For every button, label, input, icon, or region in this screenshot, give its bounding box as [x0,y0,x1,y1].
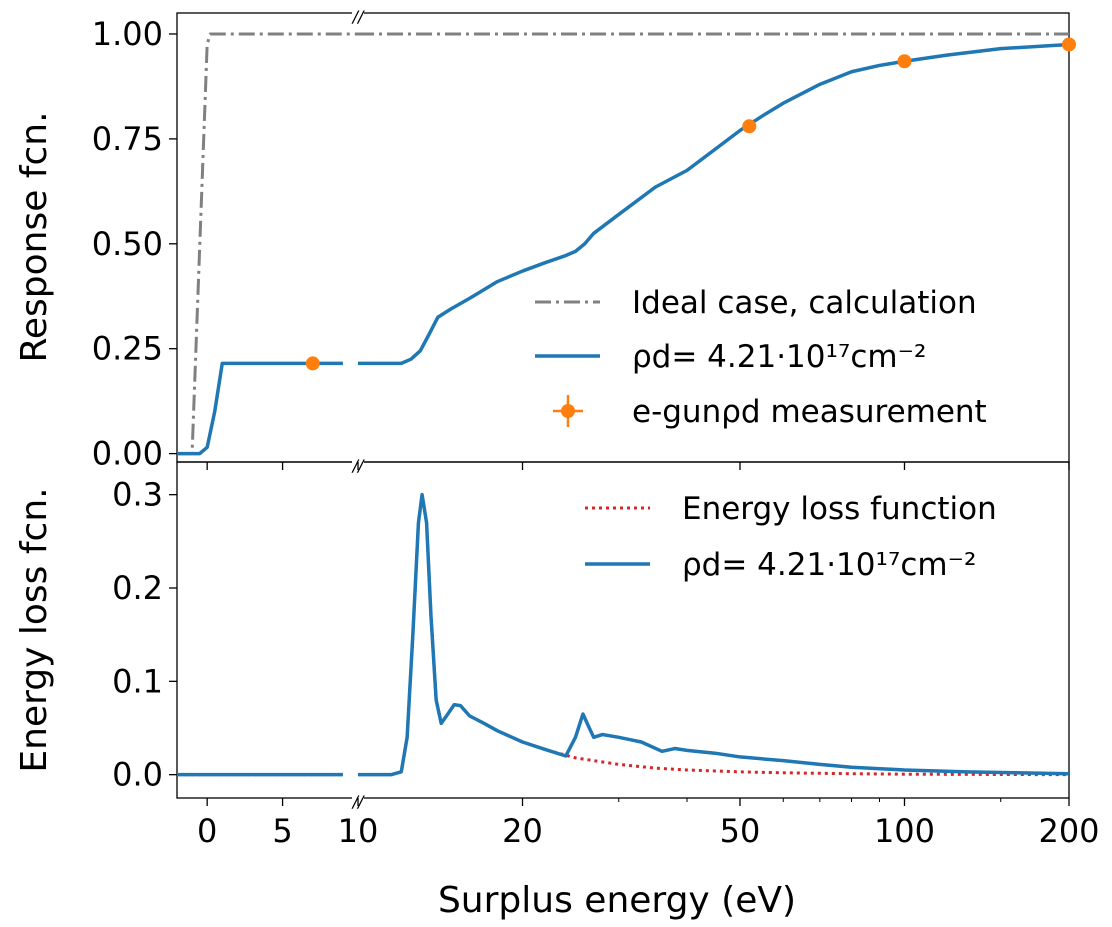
y-tick-label: 1.00 [92,15,163,53]
series-layer [177,32,1076,777]
legend-marker-egun [561,404,575,418]
x-tick-label: 50 [720,812,761,850]
x-tick-label: 20 [502,812,543,850]
bottom-legend: Energy loss function ρd= 4.21·10¹⁷cm⁻² [585,491,997,583]
break-gap-top [352,8,364,18]
y-tick-label: 0.00 [92,435,163,473]
series-line-d-4-21-10-17-cm-2 [358,492,1070,777]
x-tick-label: 0 [197,812,217,850]
data-point [1062,37,1076,52]
top-legend: Ideal case, calculation ρd= 4.21·10¹⁷cm⁻… [535,285,987,430]
x-tick-label: 200 [1038,812,1099,850]
y-tick-label: 0.1 [112,662,163,700]
x-tick-label: 100 [874,812,935,850]
legend-label-rho-bottom: ρd= 4.21·10¹⁷cm⁻² [682,547,976,583]
data-point [897,54,912,69]
data-point [305,356,320,371]
y-tick-label: 0.3 [112,476,163,514]
x-tick-label: 10 [338,812,379,850]
data-point [742,119,757,134]
y-tick-label: 0.0 [112,756,163,794]
legend-label-egun: e-gunρd measurement [632,394,987,430]
y-tick-label: 0.25 [92,330,163,368]
ticks-layer: 0.00 0.25 0.50 0.75 1.00 0.0 0.1 0.2 0.3 0 5 10 20 50… [92,15,1100,850]
x-tick-label: 5 [272,812,292,850]
y-tick-label: 0.2 [112,569,163,607]
break-mark-top: // [351,7,365,26]
x-axis-title: Surplus energy (eV) [438,880,796,921]
bottom-axes-frame [176,461,1070,799]
legend-label-rho-top: ρd= 4.21·10¹⁷cm⁻² [632,339,926,375]
y-tick-label: 0.75 [92,120,163,158]
series-line-ideal-case-calculation [177,32,358,456]
legend-label-ideal: Ideal case, calculation [632,285,977,321]
series-line-d-4-21-10-17-cm-2 [177,361,343,456]
series-line-energy-loss-function [358,493,1070,777]
bottom-y-axis-title: Energy loss fcn. [14,487,55,772]
series-line-d-4-21-10-17-cm-2 [358,42,1070,366]
y-tick-label: 0.50 [92,225,163,263]
top-y-axis-title: Response fcn. [14,111,55,362]
legend-label-energy-loss: Energy loss function [682,491,997,527]
